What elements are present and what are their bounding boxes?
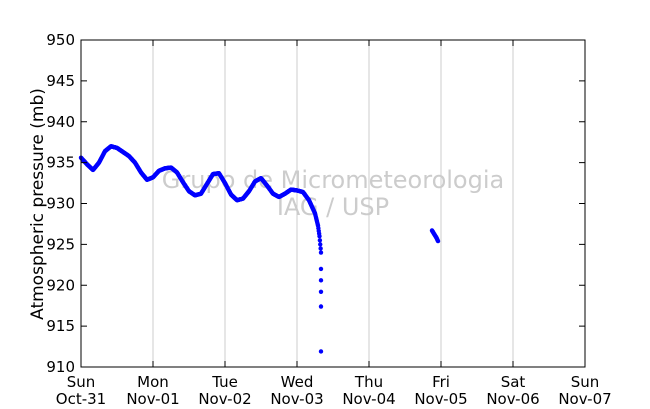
data-point — [318, 278, 324, 283]
x-tick-day-label: Sat — [501, 373, 526, 391]
x-tick-day-label: Wed — [281, 373, 314, 391]
data-point — [318, 266, 324, 272]
x-tick-labels: SunOct-31MonNov-01TueNov-02WedNov-03ThuN… — [56, 373, 612, 408]
grid-lines — [152, 40, 514, 367]
axis-ticks — [80, 39, 586, 368]
data-series — [78, 144, 441, 354]
x-tick-date-label: Nov-04 — [342, 390, 395, 408]
watermark-line-1: Grupo de Micrometeorologia — [162, 166, 504, 194]
data-point — [317, 238, 323, 243]
x-tick-day-label: Sun — [571, 373, 600, 391]
y-tick-label: 915 — [46, 317, 75, 335]
x-tick-date-label: Nov-06 — [486, 390, 539, 408]
x-tick-day-label: Mon — [137, 373, 169, 391]
y-tick-label: 930 — [46, 195, 75, 213]
x-tick-date-label: Nov-05 — [414, 390, 467, 408]
data-point — [318, 349, 324, 354]
x-tick-date-label: Nov-01 — [126, 390, 179, 408]
data-point — [318, 246, 323, 251]
x-tick-date-label: Nov-03 — [270, 390, 323, 408]
y-tick-label: 920 — [46, 276, 75, 294]
y-axis-label: Atmospheric pressure (mb) — [28, 88, 48, 320]
watermark: Grupo de Micrometeorologia IAG / USP — [162, 166, 504, 221]
x-tick-day-label: Tue — [211, 373, 238, 391]
data-point — [318, 304, 324, 309]
y-tick-labels: 910 915 920 925 930 935 940 945 950 — [46, 31, 75, 376]
data-point — [317, 234, 322, 239]
x-tick-date-label: Oct-31 — [56, 390, 106, 408]
data-point — [318, 289, 324, 294]
data-point — [318, 242, 323, 247]
y-tick-label: 910 — [46, 358, 75, 376]
x-tick-date-label: Nov-02 — [198, 390, 251, 408]
x-tick-date-label: Nov-07 — [558, 390, 611, 408]
y-tick-label: 935 — [46, 154, 75, 172]
x-tick-day-label: Thu — [354, 373, 383, 391]
watermark-line-2: IAG / USP — [277, 193, 389, 221]
data-point — [435, 238, 441, 244]
y-tick-label: 940 — [46, 113, 75, 131]
data-point — [318, 250, 324, 255]
x-tick-day-label: Sun — [67, 373, 96, 391]
y-tick-label: 945 — [46, 72, 75, 90]
y-tick-label: 925 — [46, 235, 75, 253]
y-tick-label: 950 — [46, 31, 75, 49]
x-tick-day-label: Fri — [432, 373, 450, 391]
